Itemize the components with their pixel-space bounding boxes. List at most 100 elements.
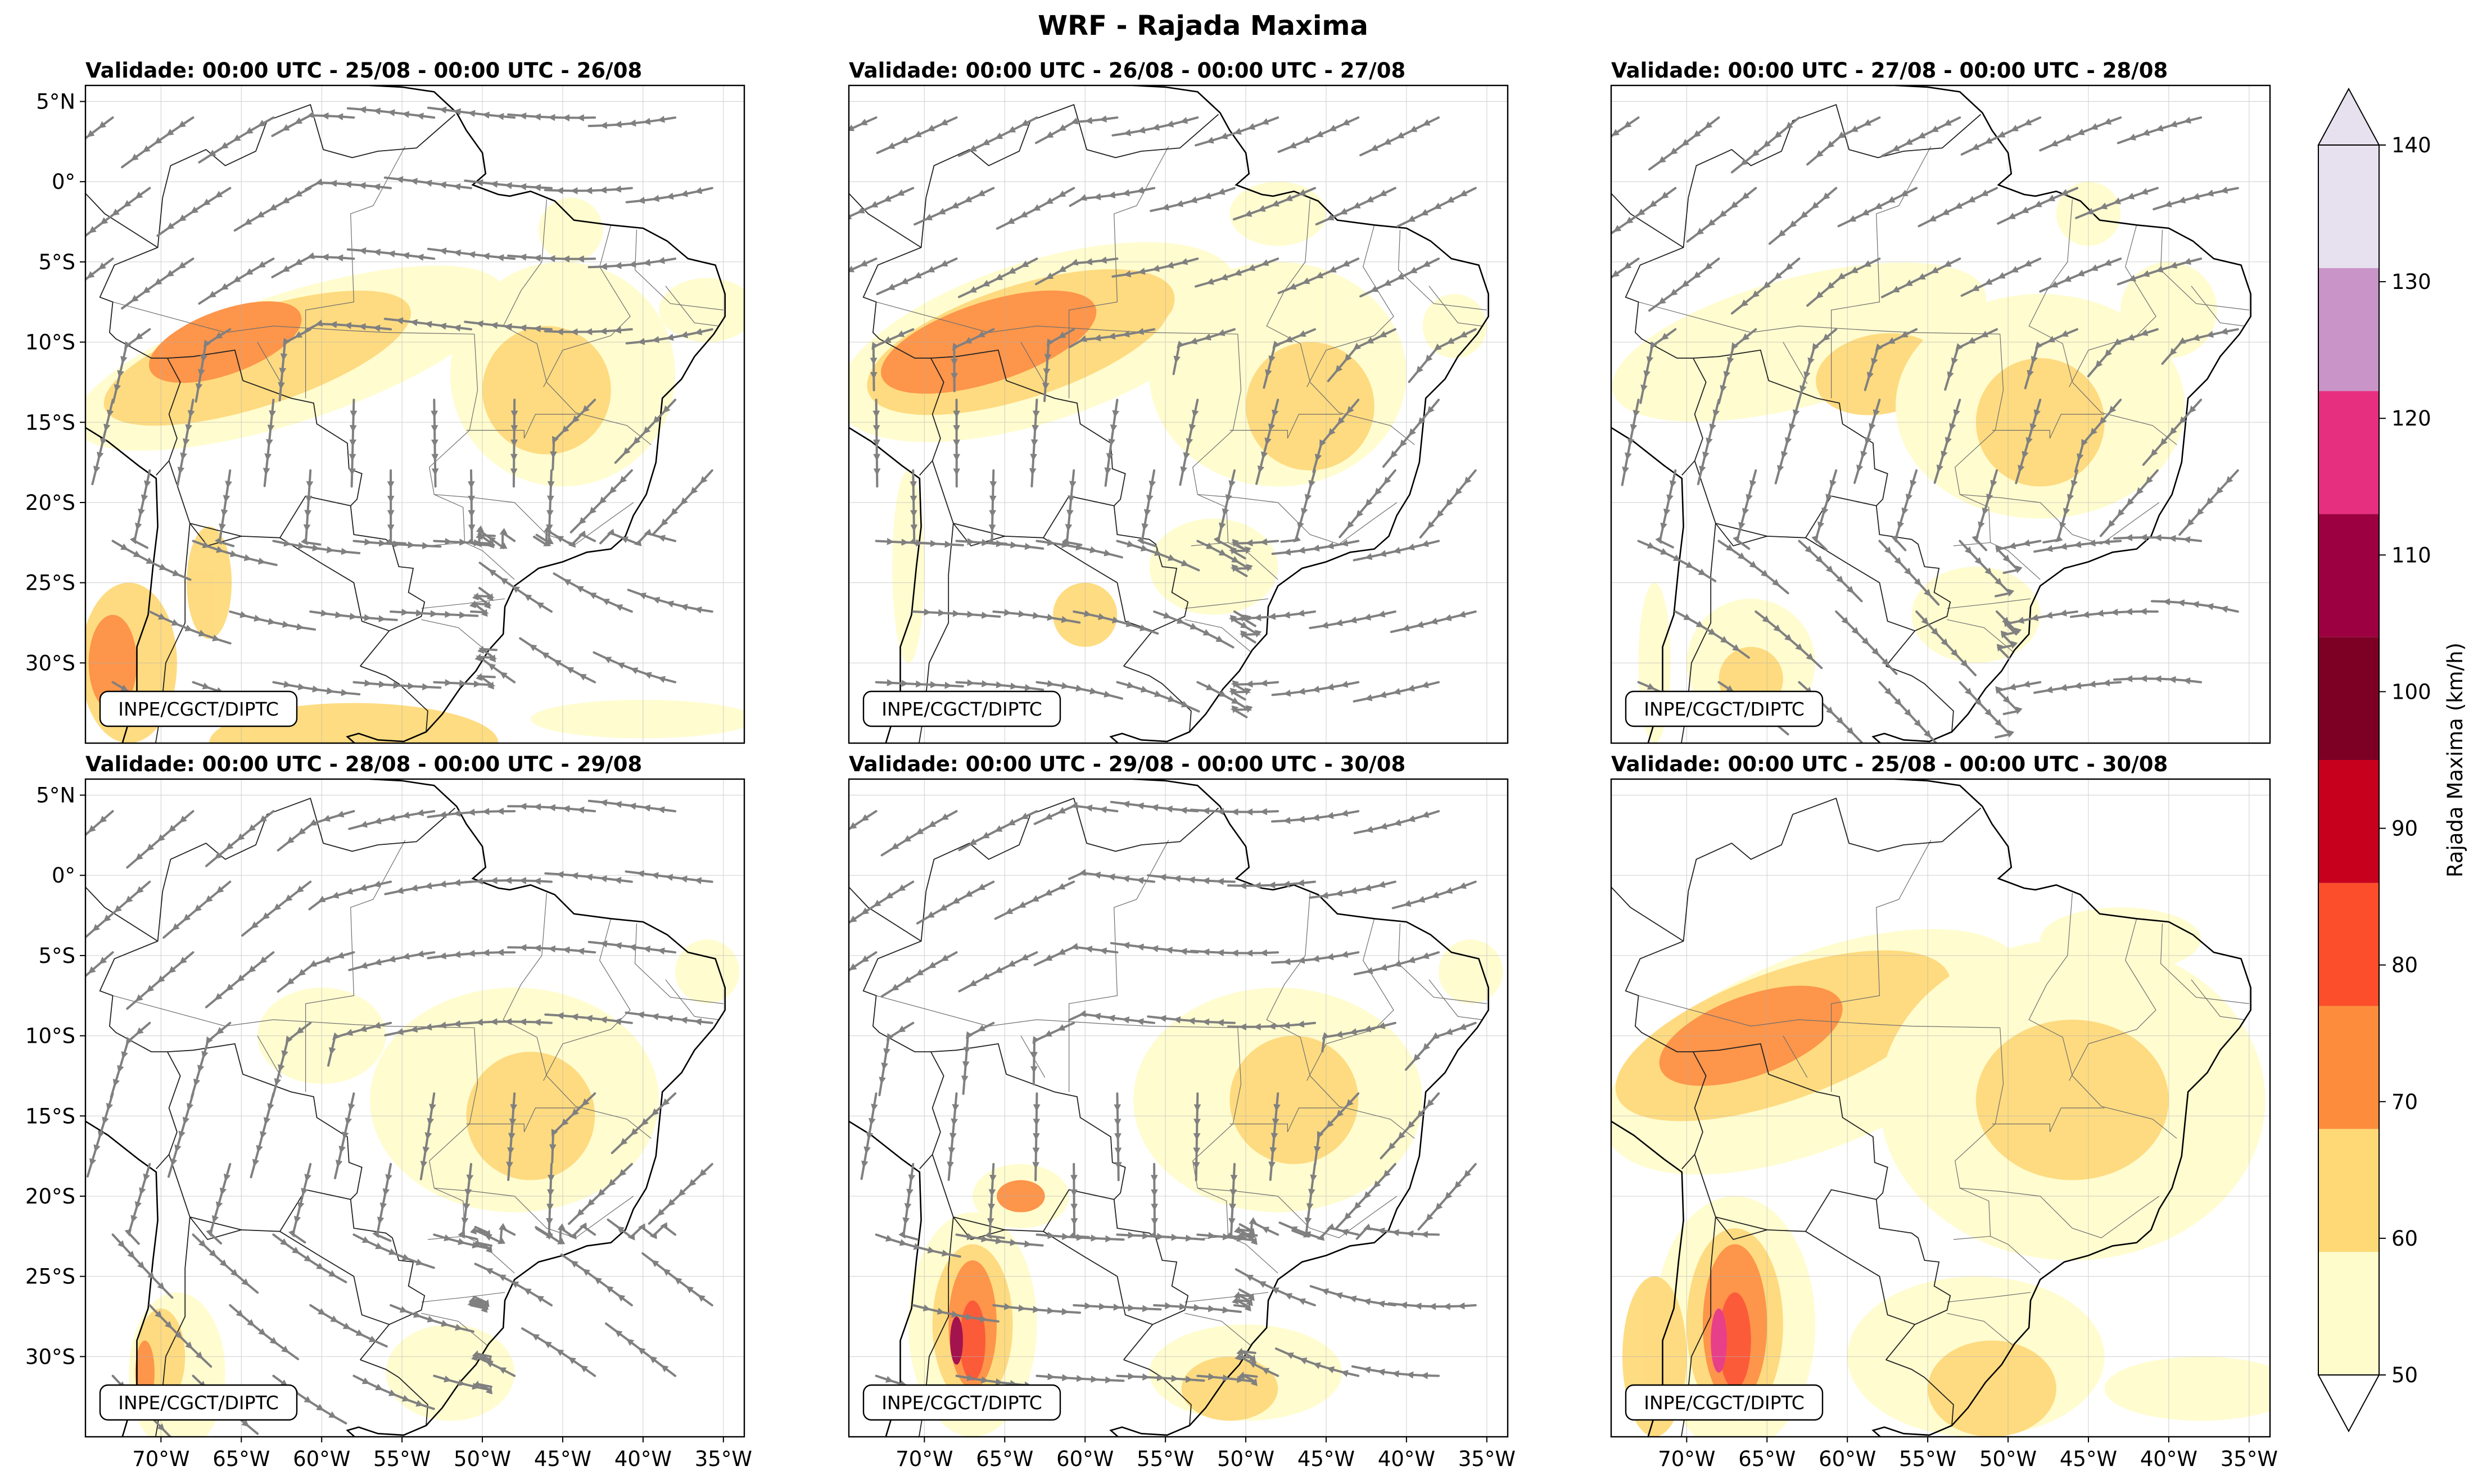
streamline (958, 257, 1038, 298)
colorbar-frame (2318, 144, 2380, 1376)
streamline (1227, 879, 1316, 890)
streamline (156, 187, 232, 237)
lat-tick-label: 5°N (36, 90, 75, 114)
streamline (110, 1021, 151, 1098)
country-border (1715, 1216, 1767, 1230)
streamline (1035, 115, 1119, 144)
country-border (1688, 798, 1982, 892)
streamline (198, 116, 275, 164)
streamline (467, 1295, 490, 1313)
panel-label: Validade: 00:00 UTC - 25/08 - 00:00 UTC … (85, 58, 642, 83)
streamline (383, 317, 472, 332)
streamline (1150, 187, 1236, 212)
streamline (951, 328, 995, 392)
state-border (1953, 1236, 2041, 1274)
credit-badge: INPE/CGCT/DIPTC (99, 1384, 298, 1421)
streamline (549, 1092, 596, 1164)
colorbar-segment (2318, 268, 2379, 391)
state-borders (1638, 840, 2249, 1346)
streamline (192, 540, 278, 566)
colorbar-segment (2318, 760, 2379, 883)
streamline (1959, 540, 2015, 598)
country-border (1693, 349, 1888, 506)
streamline (1033, 802, 1119, 825)
lat-tick-label: 20°S (25, 1184, 75, 1209)
streamline (2178, 469, 2239, 536)
streamline (474, 1263, 553, 1306)
streamline (427, 948, 516, 960)
streamline (1880, 116, 1961, 157)
streamline (1960, 257, 2042, 297)
state-border (1783, 1035, 1808, 1078)
colorbar-segment (2318, 391, 2379, 514)
streamline (383, 176, 472, 191)
streamline (544, 1012, 633, 1025)
lat-tick-label: 0° (52, 170, 75, 194)
lon-tick-label: 45°W (2060, 1447, 2117, 1471)
lat-tick-label: 0° (52, 863, 75, 888)
streamline (1353, 810, 1440, 834)
streamline (1029, 399, 1040, 488)
country-border (1693, 1043, 1888, 1200)
streamline (1192, 1092, 1201, 1182)
streamline (271, 252, 355, 278)
lat-tick-label: 10°S (25, 1024, 75, 1048)
colorbar-tick-label: 140 (2391, 133, 2431, 157)
streamline (1774, 399, 1801, 485)
streamline (1335, 1162, 1396, 1229)
streamline (1190, 807, 1279, 816)
lon-tick-label: 35°W (695, 1447, 752, 1471)
lat-tick-label: 30°S (25, 651, 75, 675)
state-border (1638, 995, 2000, 1028)
streamline (2075, 187, 2159, 219)
streamline (1068, 868, 1156, 884)
lon-tick-label: 65°W (976, 1447, 1033, 1471)
streamline (348, 950, 436, 971)
streamline (111, 540, 192, 581)
streamline (1116, 1231, 1205, 1242)
streamline (1339, 469, 1396, 539)
streamline (553, 572, 633, 613)
streamline (192, 1233, 259, 1294)
streamline (148, 1304, 212, 1368)
lon-axis: 70°W 65°W 60°W 55°W 50°W 45°W 40°W 35°W (1658, 1437, 2278, 1471)
streamline (1944, 328, 1998, 391)
credit-text: INPE/CGCT/DIPTC (118, 1392, 279, 1414)
streamline (474, 645, 516, 684)
streamline (431, 399, 439, 488)
streamline (599, 528, 677, 546)
state-border (2069, 225, 2156, 387)
streamline (263, 399, 276, 487)
streamline (1637, 540, 1717, 582)
streamline (277, 810, 355, 852)
streamline (2117, 257, 2203, 286)
lon-tick-label: 40°W (2140, 1447, 2197, 1471)
streamline (2039, 257, 2122, 293)
gust-area (1422, 293, 1487, 359)
streamline (1111, 257, 1199, 278)
credit-text: INPE/CGCT/DIPTC (881, 1392, 1042, 1414)
lon-tick-label: 65°W (212, 1447, 270, 1471)
streamline (992, 609, 1081, 624)
lon-tick-label: 55°W (373, 1447, 431, 1471)
streamline (1228, 538, 1279, 560)
streamline (1380, 1092, 1440, 1160)
colorbar-tick-label: 90 (2391, 817, 2418, 841)
streamline (1878, 540, 1940, 606)
streamline (878, 1021, 915, 1097)
state-border (112, 301, 474, 334)
lat-tick-label: 15°S (25, 410, 75, 435)
streamline (85, 116, 114, 164)
streamline (198, 257, 275, 305)
streamline (309, 1304, 388, 1348)
streamline (1835, 610, 1898, 675)
credit-text: INPE/CGCT/DIPTC (1644, 1392, 1805, 1414)
lat-tick-label: 5°S (38, 250, 75, 274)
streamline (912, 608, 1001, 619)
streamline (1837, 187, 1918, 228)
streamline (352, 1233, 435, 1269)
streamline (1995, 680, 2042, 716)
panel-content (1611, 85, 2270, 743)
streamline (463, 1017, 553, 1026)
streamline (955, 679, 1044, 691)
